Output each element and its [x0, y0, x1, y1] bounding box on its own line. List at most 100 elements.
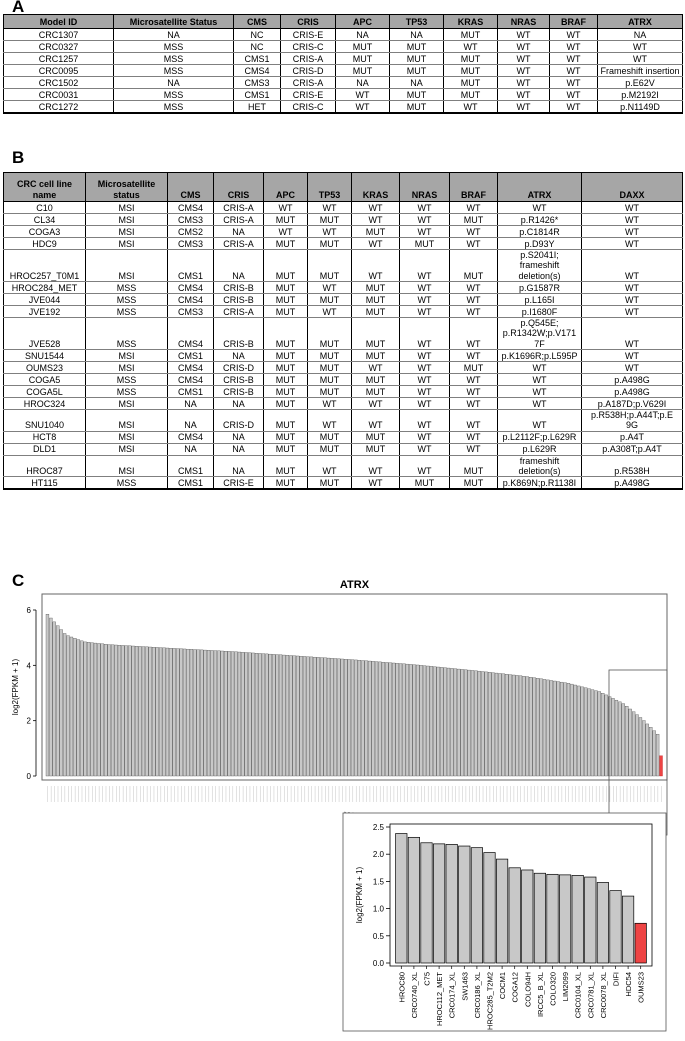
bar: [323, 657, 327, 777]
bar: [577, 685, 581, 777]
bar: [241, 652, 245, 777]
table-cell: CMS1: [233, 88, 281, 101]
table-cell: WT: [497, 52, 550, 65]
bar: [571, 875, 584, 964]
row-id-cell: CRC0327: [3, 40, 114, 53]
y-axis-label: log2(FPKM + 1): [11, 659, 20, 716]
bar: [320, 657, 324, 777]
table-cell: NA: [335, 28, 390, 41]
bar: [622, 895, 635, 964]
column-header: Microsatellite status: [85, 172, 168, 202]
table-cell: MSS: [85, 373, 168, 387]
column-header: APC: [335, 14, 390, 29]
table-cell: WT: [449, 430, 498, 444]
table-row: JVE528 MSS CMS4 CRIS-B MUT MUT MUT WT WT p.Q545E;…: [3, 317, 683, 351]
x-tick-label: CRC0781_XL: [586, 972, 595, 1018]
table-cell: MUT: [335, 64, 390, 77]
table-cell: WT: [497, 409, 582, 432]
table-cell: WT: [443, 40, 498, 53]
table-cell: MUT: [351, 305, 400, 319]
table-cell: WT: [307, 409, 352, 432]
bar: [426, 665, 430, 777]
bar: [56, 625, 60, 777]
table-cell: WT: [597, 52, 683, 65]
table-cell: WT: [549, 64, 598, 77]
table-cell: WT: [399, 317, 450, 351]
table-cell: CRIS-B: [213, 281, 264, 295]
bar: [395, 663, 399, 777]
bar: [402, 663, 406, 777]
bar: [642, 720, 646, 777]
bar: [374, 661, 379, 777]
table-cell: WT: [549, 76, 598, 89]
bar: [254, 653, 259, 777]
bar: [388, 662, 392, 777]
table-cell: CMS1: [167, 248, 214, 283]
table-cell: NA: [213, 248, 264, 283]
table-cell: MUT: [307, 293, 352, 307]
bar: [344, 659, 348, 777]
bar: [227, 651, 231, 777]
bar: [258, 653, 262, 777]
table-cell: CRIS-E: [280, 28, 336, 41]
table-cell: p.R1426*: [497, 213, 582, 226]
row-id-cell: CRC1502: [3, 76, 114, 89]
table-cell: MUT: [263, 317, 308, 351]
table-cell: CMS1: [167, 476, 214, 491]
bar: [251, 652, 255, 777]
row-id-cell: CRC0031: [3, 88, 114, 101]
bar: [483, 852, 496, 964]
y-tick-label: 2.5: [373, 823, 385, 832]
table-cell: CMS4: [167, 317, 214, 351]
table-cell: p.M2192I: [597, 88, 683, 101]
table-row: CRC1272 MSS HET CRIS-C WT MUT WT WT WT p.N1149D: [3, 100, 683, 114]
table-cell: NA: [389, 76, 444, 89]
table-cell: MUT: [351, 317, 400, 351]
bar: [559, 874, 572, 964]
bar: [649, 727, 653, 777]
bar: [436, 666, 440, 777]
bar: [566, 683, 571, 777]
table-cell: MUT: [449, 476, 498, 491]
table-cell: CMS4: [233, 64, 281, 77]
table-row: CRC0327 MSS NC CRIS-C MUT MUT WT WT WT WT: [3, 40, 683, 53]
table-cell: MSI: [85, 248, 168, 283]
table-cell: MSI: [85, 430, 168, 444]
y-tick-label: 1.0: [373, 905, 385, 914]
table-cell: CRIS-E: [213, 476, 264, 491]
table-cell: NA: [167, 397, 214, 411]
table-cell: CRIS-B: [213, 317, 264, 351]
table-cell: MUT: [307, 476, 352, 491]
bar: [306, 656, 310, 777]
bar: [407, 836, 420, 964]
table-cell: WT: [581, 305, 683, 319]
bar: [457, 668, 461, 777]
panel-label-c: C: [12, 571, 25, 590]
table-row: HROC257_T0M1 MSI CMS1 NA MUT MUT WT WT MUT p.S204…: [3, 248, 683, 283]
bar: [458, 845, 471, 964]
table-cell: WT: [307, 281, 352, 295]
table-cell: CRIS-B: [213, 293, 264, 307]
bar: [381, 662, 385, 777]
table-cell: p.E62V: [597, 76, 683, 89]
y-tick-label: 0.0: [373, 959, 385, 968]
table-cell: p.A4T: [581, 430, 683, 444]
table-cell: CRIS-A: [213, 305, 264, 319]
bar: [634, 922, 647, 964]
bar: [368, 660, 372, 777]
bar: [429, 666, 433, 777]
table-cell: NC: [233, 40, 281, 53]
table-cell: CMS4: [167, 281, 214, 295]
table-cell: MUT: [263, 373, 308, 387]
table-row: DLD1 MSI NA NA MUT MUT MUT WT WT p.L629R p.A308T;p…: [3, 442, 683, 456]
bar: [237, 651, 242, 777]
table-cell: MUT: [351, 442, 400, 456]
bar: [176, 648, 180, 777]
x-tick-label: CRC0186_XL: [473, 972, 482, 1018]
table-cell: CRIS-A: [213, 237, 264, 250]
table-cell: MUT: [263, 430, 308, 444]
bar: [182, 648, 187, 777]
column-header: CRIS: [213, 172, 264, 202]
table-cell: MUT: [389, 64, 444, 77]
table-cell: CRIS-D: [280, 64, 336, 77]
